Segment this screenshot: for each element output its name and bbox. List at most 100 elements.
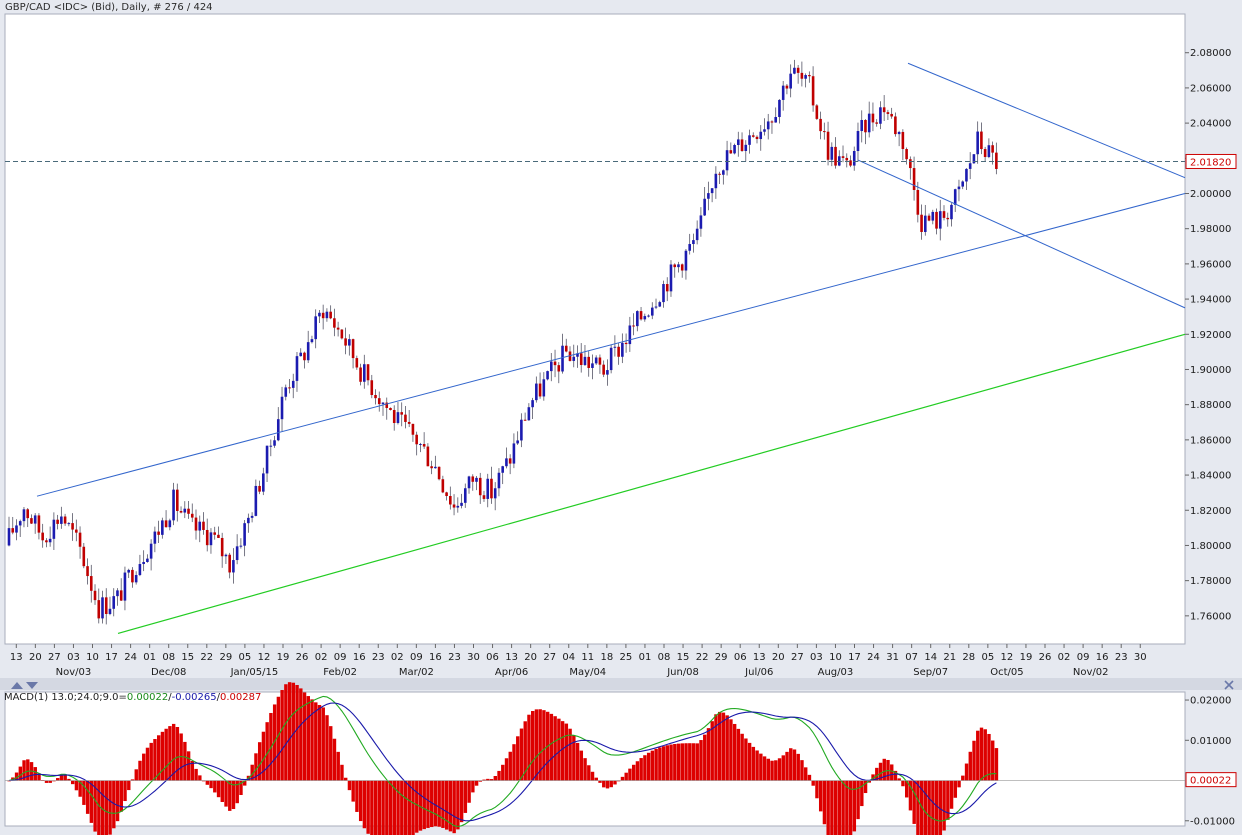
- macd-histogram-bar: [531, 710, 535, 781]
- candle-body: [149, 543, 153, 559]
- candle-body: [41, 532, 44, 541]
- macd-histogram-bar: [329, 726, 333, 781]
- macd-histogram-bar: [430, 780, 434, 828]
- macd-histogram-bar: [557, 718, 561, 781]
- macd-histogram-bar: [22, 760, 26, 781]
- macd-sep-1: /: [168, 692, 172, 703]
- macd-histogram-bar: [789, 748, 793, 781]
- candle-body: [602, 364, 605, 375]
- candle-body: [460, 502, 463, 506]
- candle-body: [733, 144, 736, 154]
- macd-histogram-bar: [744, 738, 748, 781]
- candle-body: [344, 338, 347, 346]
- candle-body: [774, 117, 777, 123]
- macd-histogram-bar: [452, 780, 456, 834]
- macd-histogram-bar: [145, 747, 150, 781]
- candle-body: [636, 311, 639, 327]
- macd-histogram-bar: [89, 780, 94, 823]
- macd-histogram-bar: [845, 780, 849, 835]
- macd-y-tick-label: -0.01000: [1190, 816, 1235, 827]
- candle-body: [176, 489, 179, 511]
- x-axis-day-label: 17: [848, 652, 861, 663]
- candle-body: [381, 402, 385, 405]
- candle-body: [153, 531, 157, 544]
- macd-histogram-bar: [983, 729, 987, 781]
- macd-histogram-bar: [762, 756, 767, 781]
- candle-body: [452, 504, 456, 508]
- candle-body: [71, 523, 74, 530]
- chart-title: GBP/CAD <IDC> (Bid), Daily, # 276 / 424: [5, 2, 213, 13]
- macd-histogram-bar: [276, 696, 281, 781]
- x-axis-day-label: 06: [486, 652, 499, 663]
- macd-histogram-bar: [901, 780, 905, 787]
- panel-separator[interactable]: [0, 678, 1242, 690]
- candle-body: [961, 181, 964, 187]
- candle-body: [209, 532, 213, 546]
- macd-title-prefix: MACD(1) 13.0;24.0;9.0=: [4, 692, 127, 703]
- macd-histogram-bar: [474, 780, 479, 786]
- macd-histogram-bar: [893, 770, 898, 781]
- candle-body: [48, 538, 52, 543]
- candle-body: [183, 508, 187, 513]
- candle-body: [202, 521, 205, 530]
- macd-histogram-bar: [168, 726, 172, 781]
- candle-body: [643, 316, 647, 320]
- candle-body: [217, 534, 220, 538]
- macd-histogram-bar: [583, 758, 587, 781]
- panel-resize-arrows-icon[interactable]: [11, 682, 38, 689]
- macd-histogram-bar: [736, 728, 741, 781]
- candle-body: [119, 590, 123, 601]
- macd-histogram-bar: [508, 751, 512, 781]
- candle-body: [613, 346, 617, 348]
- x-axis-month-label: Jan/05/15: [230, 667, 279, 678]
- candle-body: [725, 150, 729, 171]
- macd-histogram-bar: [444, 780, 449, 830]
- macd-histogram-bar: [934, 780, 939, 835]
- macd-value: 0.00022: [127, 692, 168, 703]
- macd-histogram-bar: [890, 764, 894, 781]
- macd-histogram-bar: [26, 759, 30, 781]
- candle-body: [190, 513, 194, 518]
- macd-histogram-bar: [164, 728, 168, 781]
- candle-body: [894, 116, 897, 135]
- macd-histogram-bar: [602, 780, 606, 788]
- candle-body: [751, 135, 755, 137]
- candle-body: [512, 443, 516, 464]
- macd-histogram-bar: [785, 751, 789, 781]
- candle-body: [662, 284, 665, 303]
- macd-histogram-bar: [504, 758, 509, 781]
- y-axis-tick-label: 1.84000: [1190, 471, 1231, 482]
- candle-body: [33, 515, 37, 524]
- x-axis-day-label: 09: [1077, 652, 1090, 663]
- macd-sep-2: /: [217, 692, 221, 703]
- macd-histogram-bar: [489, 779, 494, 781]
- candle-body: [572, 356, 576, 361]
- candle-body: [161, 520, 164, 535]
- candle-body: [198, 521, 202, 531]
- candle-body: [968, 163, 972, 169]
- macd-line: [8, 695, 997, 828]
- candle-body: [673, 264, 677, 268]
- candle-body: [699, 215, 703, 229]
- macd-histogram-bar: [635, 761, 640, 781]
- close-panel-icon[interactable]: [1224, 680, 1234, 690]
- candle-body: [374, 395, 377, 399]
- candle-body: [916, 189, 920, 215]
- candle-body: [239, 545, 243, 547]
- macd-histogram-bar: [302, 692, 307, 781]
- candle-body: [527, 407, 531, 421]
- candle-body: [938, 211, 942, 229]
- candle-body: [78, 532, 82, 547]
- price-plot-area[interactable]: [4, 13, 1186, 645]
- candle-body: [826, 131, 830, 160]
- candle-body: [568, 351, 572, 361]
- candle-body: [583, 356, 587, 365]
- candle-body: [321, 312, 325, 319]
- macd-histogram-bar: [852, 780, 857, 832]
- macd-histogram-bar: [415, 780, 419, 833]
- candle-body: [650, 307, 654, 316]
- candle-body: [852, 151, 856, 166]
- candle-body: [157, 531, 160, 535]
- macd-histogram-bar: [157, 735, 161, 781]
- candle-body: [520, 419, 523, 441]
